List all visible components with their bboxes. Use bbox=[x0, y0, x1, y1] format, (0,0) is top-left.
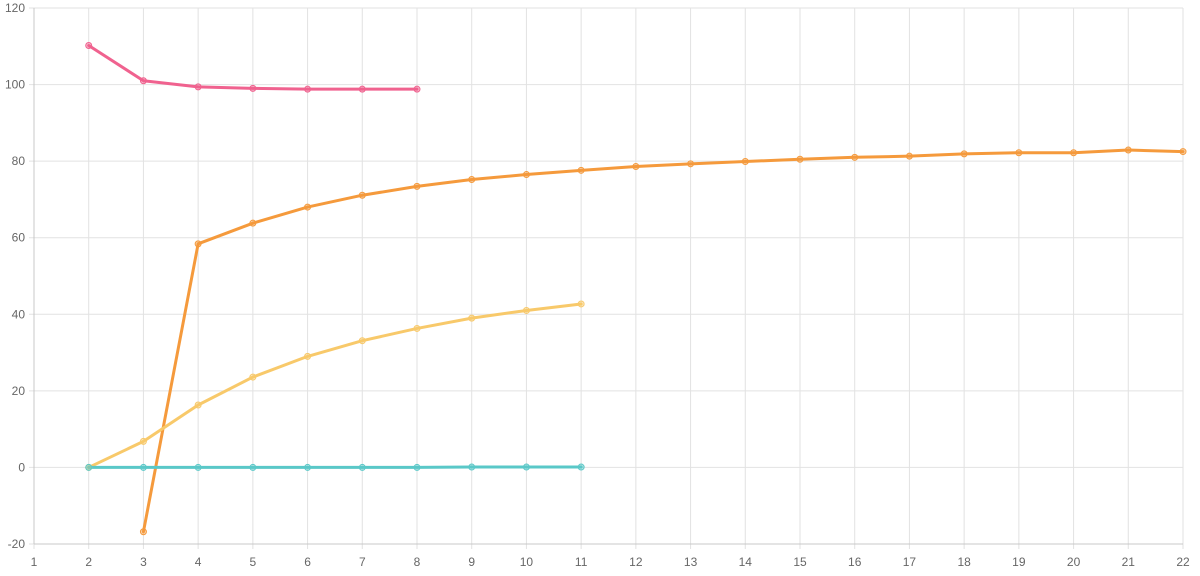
data-point[interactable] bbox=[905, 152, 913, 160]
data-point[interactable] bbox=[85, 463, 93, 471]
data-point[interactable] bbox=[194, 401, 202, 409]
data-point[interactable] bbox=[249, 373, 257, 381]
data-point[interactable] bbox=[249, 84, 257, 92]
x-tick-label: 9 bbox=[468, 555, 475, 569]
data-point[interactable] bbox=[687, 160, 695, 168]
y-tick-label: -20 bbox=[8, 537, 26, 551]
x-tick-label: 21 bbox=[1122, 555, 1136, 569]
data-point[interactable] bbox=[413, 85, 421, 93]
data-point[interactable] bbox=[1179, 148, 1187, 156]
data-point[interactable] bbox=[522, 171, 530, 179]
x-tick-label: 12 bbox=[629, 555, 643, 569]
data-point[interactable] bbox=[1070, 149, 1078, 157]
x-tick-label: 2 bbox=[85, 555, 92, 569]
data-point[interactable] bbox=[577, 166, 585, 174]
data-point[interactable] bbox=[741, 158, 749, 166]
data-point[interactable] bbox=[304, 203, 312, 211]
data-point[interactable] bbox=[139, 437, 147, 445]
x-tick-label: 8 bbox=[414, 555, 421, 569]
y-tick-label: 40 bbox=[12, 307, 26, 321]
y-tick-label: 80 bbox=[12, 154, 26, 168]
x-tick-label: 6 bbox=[304, 555, 311, 569]
data-point[interactable] bbox=[522, 306, 530, 314]
y-tick-label: 100 bbox=[5, 78, 25, 92]
data-point[interactable] bbox=[960, 150, 968, 158]
data-point[interactable] bbox=[522, 463, 530, 471]
y-tick-label: 120 bbox=[5, 1, 25, 15]
x-tick-label: 10 bbox=[520, 555, 534, 569]
data-point[interactable] bbox=[577, 463, 585, 471]
axes: 1 2 3 4 5 6 7 8 9 10 11 12 13 14 15 16 17 18 19 20 21 22-2002… bbox=[5, 1, 1190, 569]
data-point[interactable] bbox=[139, 77, 147, 85]
x-tick-label: 15 bbox=[793, 555, 807, 569]
data-point[interactable] bbox=[413, 463, 421, 471]
data-point[interactable] bbox=[1124, 146, 1132, 154]
data-point[interactable] bbox=[358, 85, 366, 93]
x-tick-label: 20 bbox=[1067, 555, 1081, 569]
y-tick-label: 20 bbox=[12, 384, 26, 398]
data-point[interactable] bbox=[796, 155, 804, 163]
series-line-2 bbox=[141, 148, 1185, 534]
series-line-3 bbox=[87, 302, 583, 469]
data-point[interactable] bbox=[194, 463, 202, 471]
x-tick-label: 13 bbox=[684, 555, 698, 569]
x-tick-label: 5 bbox=[250, 555, 257, 569]
data-point[interactable] bbox=[194, 83, 202, 91]
data-point[interactable] bbox=[358, 191, 366, 199]
data-point[interactable] bbox=[304, 85, 312, 93]
data-point[interactable] bbox=[358, 463, 366, 471]
series-lines bbox=[87, 44, 1185, 534]
data-point[interactable] bbox=[139, 528, 147, 536]
y-tick-label: 60 bbox=[12, 231, 26, 245]
data-point[interactable] bbox=[413, 324, 421, 332]
y-tick-label: 0 bbox=[18, 460, 25, 474]
data-point[interactable] bbox=[468, 463, 476, 471]
series-line-1 bbox=[87, 44, 419, 91]
data-point[interactable] bbox=[468, 176, 476, 184]
x-tick-label: 3 bbox=[140, 555, 147, 569]
x-tick-label: 11 bbox=[575, 555, 588, 569]
data-point[interactable] bbox=[851, 153, 859, 161]
data-point[interactable] bbox=[358, 337, 366, 345]
series-points bbox=[85, 42, 1187, 536]
data-point[interactable] bbox=[194, 240, 202, 248]
x-tick-label: 14 bbox=[739, 555, 753, 569]
data-point[interactable] bbox=[139, 463, 147, 471]
x-tick-label: 18 bbox=[957, 555, 971, 569]
x-tick-label: 4 bbox=[195, 555, 202, 569]
data-point[interactable] bbox=[413, 182, 421, 190]
data-point[interactable] bbox=[468, 314, 476, 322]
x-tick-label: 1 bbox=[31, 555, 38, 569]
data-point[interactable] bbox=[249, 219, 257, 227]
x-tick-label: 22 bbox=[1176, 555, 1190, 569]
data-point[interactable] bbox=[632, 163, 640, 171]
x-tick-label: 17 bbox=[903, 555, 917, 569]
data-point[interactable] bbox=[304, 463, 312, 471]
data-point[interactable] bbox=[1015, 149, 1023, 157]
data-point[interactable] bbox=[249, 463, 257, 471]
x-tick-label: 19 bbox=[1012, 555, 1026, 569]
data-point[interactable] bbox=[85, 42, 93, 50]
x-tick-label: 7 bbox=[359, 555, 366, 569]
data-point[interactable] bbox=[304, 352, 312, 360]
x-tick-label: 16 bbox=[848, 555, 862, 569]
data-point[interactable] bbox=[577, 300, 585, 308]
